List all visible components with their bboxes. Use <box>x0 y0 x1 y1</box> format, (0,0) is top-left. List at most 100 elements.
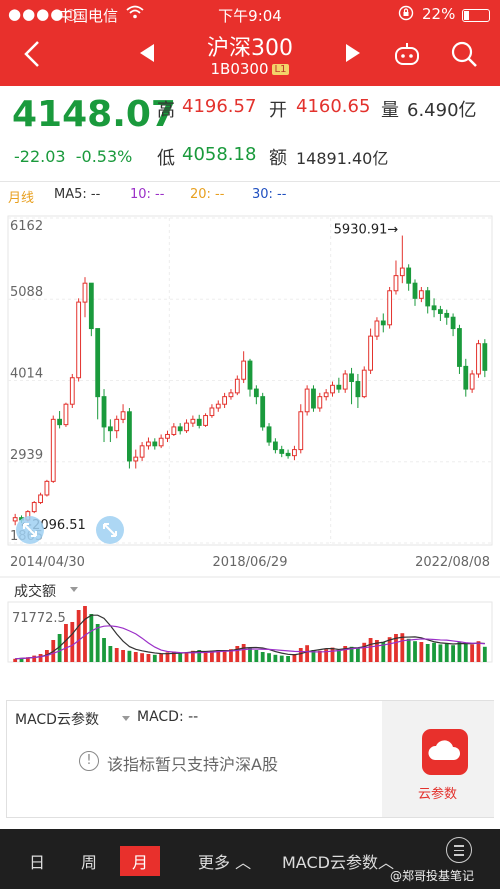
tab-more[interactable]: 更多 ︿ <box>198 849 251 873</box>
volume-bar <box>394 634 398 662</box>
cloud-params-button[interactable]: 云参数 <box>382 701 494 817</box>
candle-body <box>450 316 456 330</box>
volume-tab-caret-icon[interactable] <box>70 587 78 592</box>
candle-body <box>253 388 259 398</box>
max-annotation: 5930.91→ <box>334 223 399 238</box>
candle-body <box>336 384 342 390</box>
candle-body <box>311 388 316 409</box>
volume-bar <box>463 642 468 662</box>
candle-body <box>463 365 469 390</box>
volume-bar <box>362 642 367 662</box>
volume-bar <box>133 652 138 662</box>
ma-legend: 月线 MA5: -- 10: -- 20: -- 30: -- <box>0 182 500 208</box>
volume-bar <box>13 658 18 662</box>
tab-week[interactable]: 周 <box>81 853 98 872</box>
volume-bar <box>387 637 392 662</box>
bottom-bar: 日 周 月 更多 ︿ MACD云参数︿ @郑哥投基笔记 <box>0 829 500 889</box>
candle-body <box>101 396 107 428</box>
tab-month[interactable]: 月 <box>120 846 161 876</box>
volume-bar <box>451 645 455 662</box>
candle-body <box>241 360 247 380</box>
expand-icon-right[interactable] <box>96 516 124 544</box>
expand-icon-left[interactable] <box>16 516 44 544</box>
macd-tab[interactable]: MACD云参数 <box>15 712 99 728</box>
candle-body <box>215 403 221 409</box>
candle-body <box>107 426 113 432</box>
stock-code: 1B0300 L1 <box>0 60 500 78</box>
menu-icon[interactable] <box>446 837 472 863</box>
candle-body <box>139 445 145 458</box>
tab-more-label: 更多 <box>198 853 231 872</box>
macd-tab-caret-icon[interactable] <box>122 716 130 721</box>
ma20-label: 20: -- <box>190 187 225 202</box>
candle-body <box>431 305 437 311</box>
volume-bar <box>70 622 75 662</box>
candle-body <box>272 441 278 451</box>
candle-body <box>355 381 361 398</box>
quote-panel: 4148.07 -22.03 -0.53% 高 4196.57 开 4160.6… <box>0 86 500 181</box>
candle-body <box>361 369 367 398</box>
back-arrow-icon[interactable] <box>18 36 48 72</box>
candle-body <box>190 418 196 424</box>
candle-body <box>12 517 18 522</box>
volume-bar <box>197 650 202 662</box>
tab-day[interactable]: 日 <box>29 853 46 872</box>
kline-chart[interactable]: 616250884014293918655930.91→←2096.512014… <box>0 208 500 578</box>
volume-bar <box>381 642 386 662</box>
tab-macd[interactable]: MACD云参数︿ <box>282 849 394 873</box>
candle-body <box>323 392 329 398</box>
volume-bar <box>159 654 164 662</box>
candle-body <box>203 415 208 426</box>
candle-body <box>133 456 139 462</box>
volume-ma-line <box>15 614 485 660</box>
volume-bar <box>305 645 310 662</box>
candle-body <box>279 449 285 454</box>
volume-bar <box>32 655 37 662</box>
battery-percent: 22% <box>422 5 456 23</box>
candle-body <box>209 407 215 417</box>
search-icon[interactable] <box>450 40 478 68</box>
y-tick-label: 4014 <box>10 366 43 381</box>
candle-body <box>342 373 348 390</box>
candle-body <box>69 377 75 405</box>
candle-body <box>38 494 43 504</box>
volume-value: 6.490亿 <box>407 100 477 121</box>
candle-body <box>120 411 126 420</box>
volume-bar <box>317 650 322 662</box>
candle-body <box>63 403 69 426</box>
candle-body <box>482 343 488 371</box>
cloud-icon <box>422 729 468 775</box>
volume-bar <box>121 650 125 662</box>
volume-bar <box>444 643 449 662</box>
wifi-icon <box>126 5 144 19</box>
volume-bar <box>438 644 443 662</box>
page-title: 沪深300 <box>207 36 293 61</box>
previous-stock-button[interactable] <box>140 44 154 62</box>
volume-bar <box>241 644 246 662</box>
candle-body <box>292 449 297 457</box>
candle-body <box>82 282 88 303</box>
volume-bar <box>57 634 62 662</box>
volume-bar <box>76 610 81 662</box>
volume-bar <box>273 654 278 662</box>
candle-body <box>304 388 310 413</box>
volume-bar <box>216 650 221 662</box>
volume-ma-line <box>15 625 485 660</box>
status-bar: ●●●●○ 中国电信 下午9:04 22% <box>0 0 500 28</box>
chevron-up-icon: ︿ <box>235 853 252 872</box>
period-label[interactable]: 月线 <box>8 191 35 206</box>
signal-indicator: ●●●●○ <box>8 5 79 23</box>
volume-tab[interactable]: 成交额 <box>14 584 56 600</box>
volume-bar <box>229 649 233 662</box>
candle-body <box>457 328 462 367</box>
candle-body <box>387 290 393 326</box>
next-stock-button[interactable] <box>346 44 360 62</box>
robot-icon[interactable] <box>393 42 421 66</box>
low-value: 4058.18 <box>182 144 257 165</box>
volume-bar <box>292 654 297 662</box>
candle-body <box>57 418 63 426</box>
volume-bar <box>25 657 30 662</box>
open-value: 4160.65 <box>296 96 371 117</box>
candle-body <box>317 396 323 409</box>
volume-bar <box>267 653 271 662</box>
